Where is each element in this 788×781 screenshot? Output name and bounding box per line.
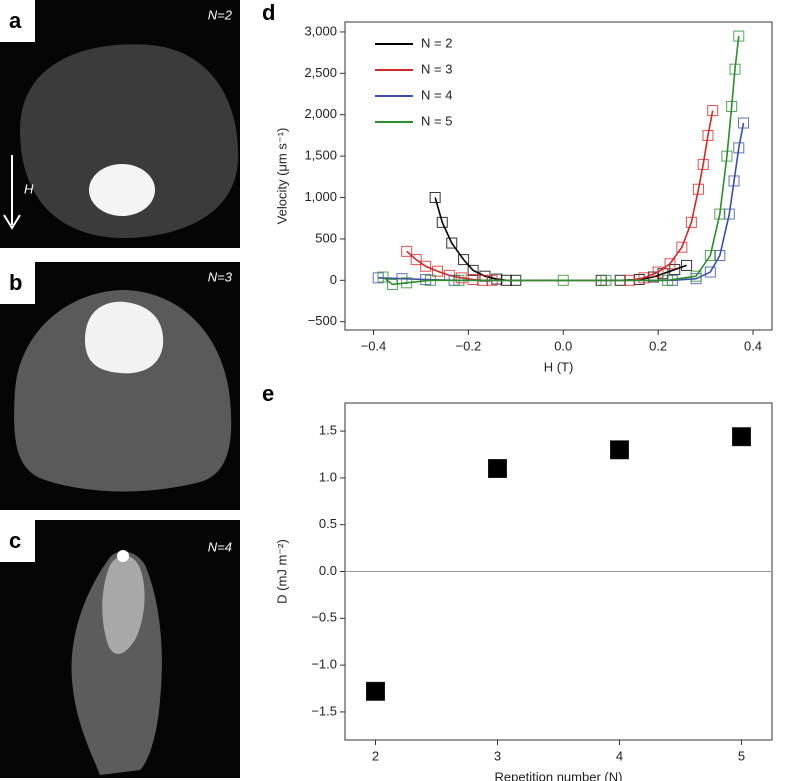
y-tick-label: 1.5: [319, 423, 337, 438]
panel-b-image: [0, 262, 240, 510]
data-point: [729, 63, 741, 75]
x-tick-label: 5: [738, 748, 745, 763]
data-point: [557, 274, 569, 286]
data-point: [401, 245, 413, 257]
data-point: [429, 192, 441, 204]
series-line: [406, 110, 714, 282]
panel-label: N=4: [208, 539, 232, 554]
data-point: [488, 459, 507, 479]
data-point: [723, 208, 735, 220]
data-point: [728, 175, 740, 187]
x-tick-label: 2: [372, 748, 379, 763]
panel-label: N=3: [208, 269, 233, 284]
data-point: [436, 216, 448, 228]
y-tick-label: 2,000: [304, 106, 337, 121]
data-point: [455, 272, 467, 284]
data-point: [721, 150, 733, 162]
legend-label: N = 5: [421, 113, 452, 128]
plot-frame: [344, 21, 773, 331]
panel-a-image: [0, 0, 240, 248]
panel-letter: d: [262, 0, 275, 25]
data-point: [453, 274, 465, 286]
panel-letter: a: [9, 8, 22, 33]
legend-label: N = 4: [421, 87, 452, 102]
y-tick-label: 0.5: [319, 516, 337, 531]
data-point: [714, 249, 726, 261]
data-point: [714, 208, 726, 220]
data-point: [690, 270, 702, 282]
x-tick-label: 3: [494, 748, 501, 763]
data-point: [467, 273, 479, 285]
data-point: [697, 158, 709, 170]
data-point: [386, 278, 398, 290]
data-point: [726, 100, 738, 112]
data-point: [733, 142, 745, 154]
data-point: [692, 183, 704, 195]
y-tick-label: 3,000: [304, 23, 337, 38]
y-tick-label: 0.0: [319, 563, 337, 578]
legend-label: N = 3: [421, 61, 452, 76]
panel-label: N=2: [208, 7, 233, 22]
data-point: [681, 259, 693, 271]
data-point: [652, 266, 664, 278]
panel-letter: e: [262, 381, 274, 406]
data-point: [704, 266, 716, 278]
panel-c-image: [0, 520, 240, 778]
data-point: [424, 274, 436, 286]
x-axis-label: H (T): [544, 359, 574, 374]
series-line: [382, 35, 740, 286]
data-point: [366, 681, 385, 701]
y-tick-label: −1.5: [311, 703, 337, 718]
x-tick-label: 4: [616, 748, 623, 763]
y-tick-label: 1,000: [304, 189, 337, 204]
y-axis-label: Velocity (μm s⁻¹): [274, 128, 289, 225]
data-point: [685, 216, 697, 228]
data-point: [732, 427, 751, 447]
y-axis-label: D (mJ m⁻²): [274, 539, 289, 604]
data-point: [600, 274, 612, 286]
data-point: [676, 241, 688, 253]
y-tick-label: 2,500: [304, 65, 337, 80]
data-point: [707, 105, 719, 117]
data-point: [733, 30, 745, 42]
y-tick-label: 1.0: [319, 469, 337, 484]
data-point: [702, 129, 714, 141]
y-tick-label: −0.5: [311, 610, 337, 625]
x-tick-label: 0.0: [554, 338, 572, 353]
x-tick-label: 0.4: [744, 338, 762, 353]
data-point: [432, 265, 444, 277]
data-point: [410, 254, 422, 266]
data-point: [458, 254, 470, 266]
y-tick-label: 1,500: [304, 148, 337, 163]
y-tick-label: 500: [315, 230, 337, 245]
data-point: [479, 270, 491, 282]
data-point: [420, 260, 432, 272]
data-point: [638, 272, 650, 284]
field-label: H: [24, 181, 34, 196]
x-tick-label: −0.4: [361, 338, 387, 353]
data-point: [446, 237, 458, 249]
data-point: [664, 258, 676, 270]
data-point: [401, 277, 413, 289]
data-point: [610, 440, 629, 460]
x-tick-label: −0.2: [456, 338, 482, 353]
data-point: [704, 249, 716, 261]
legend-label: N = 2: [421, 35, 452, 50]
x-tick-label: 0.2: [649, 338, 667, 353]
data-point: [377, 271, 389, 283]
data-point: [738, 117, 750, 129]
y-tick-label: −500: [308, 313, 337, 328]
x-axis-label: Repetition number (N): [495, 769, 623, 781]
panel-letter: c: [9, 528, 21, 553]
data-point: [467, 264, 479, 276]
y-tick-label: 0: [330, 272, 337, 287]
panel-letter: b: [9, 270, 22, 295]
series-line: [434, 197, 687, 282]
data-point: [662, 274, 674, 286]
y-tick-label: −1.0: [311, 657, 337, 672]
series-line: [378, 122, 745, 282]
